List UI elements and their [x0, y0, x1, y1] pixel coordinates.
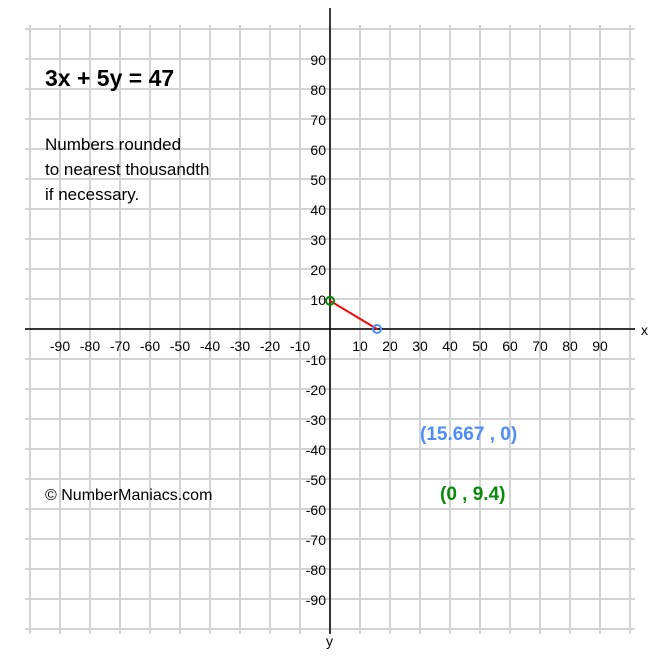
y-tick-label: -20	[306, 382, 326, 398]
y-tick-label: 70	[310, 112, 326, 128]
x-tick-label: 90	[592, 338, 608, 354]
y-tick-label: -50	[306, 472, 326, 488]
y-tick-label: 90	[310, 52, 326, 68]
y-tick-label: -30	[306, 412, 326, 428]
subtitle-line-2: to nearest thousandth	[45, 160, 209, 179]
y-tick-label: 40	[310, 202, 326, 218]
x-tick-label: -50	[170, 338, 190, 354]
y-tick-label: 60	[310, 142, 326, 158]
x-tick-label: -90	[50, 338, 70, 354]
x-tick-label: -80	[80, 338, 100, 354]
x-tick-label: 60	[502, 338, 518, 354]
y-tick-label: -10	[306, 352, 326, 368]
copyright: © NumberManiacs.com	[45, 487, 212, 504]
x-tick-label: -30	[230, 338, 250, 354]
x-tick-label: 10	[352, 338, 368, 354]
x-tick-label: 50	[472, 338, 488, 354]
y-tick-label: 30	[310, 232, 326, 248]
y-tick-label: 50	[310, 172, 326, 188]
x-tick-label: 30	[412, 338, 428, 354]
plot-marks	[325, 295, 383, 334]
subtitle-line-1: Numbers rounded	[45, 135, 181, 154]
x-tick-label: -20	[260, 338, 280, 354]
x-tick-label: -10	[290, 338, 310, 354]
x-tick-label: 70	[532, 338, 548, 354]
subtitle-line-3: if necessary.	[45, 185, 139, 204]
y-tick-label: 80	[310, 82, 326, 98]
x-tick-label: -60	[140, 338, 160, 354]
x-tick-label: -40	[200, 338, 220, 354]
y-tick-label: -60	[306, 502, 326, 518]
y-tick-label: -90	[306, 592, 326, 608]
y-tick-label: -80	[306, 562, 326, 578]
x-tick-label: 80	[562, 338, 578, 354]
x-axis-label: x	[641, 322, 648, 338]
equation-line	[329, 299, 378, 330]
tick-labels: -90 -80 -70 -60 -50 -40 -30 -20 -10 10 20 30 40 50 60 7…	[50, 52, 608, 608]
point-label-y-intercept: (0 , 9.4)	[440, 484, 505, 505]
axes	[25, 8, 635, 634]
y-tick-label: 10	[310, 292, 326, 308]
x-tick-label: -70	[110, 338, 130, 354]
y-axis-label: y	[326, 633, 333, 649]
y-tick-label: -70	[306, 532, 326, 548]
y-tick-label: -40	[306, 442, 326, 458]
x-tick-label: 40	[442, 338, 458, 354]
x-tick-label: 20	[382, 338, 398, 354]
intercept-point	[325, 295, 335, 306]
intercept-point	[372, 324, 383, 334]
chart-title: 3x + 5y = 47	[45, 65, 174, 91]
point-label-x-intercept: (15.667 , 0)	[420, 424, 517, 445]
y-tick-label: 20	[310, 262, 326, 278]
